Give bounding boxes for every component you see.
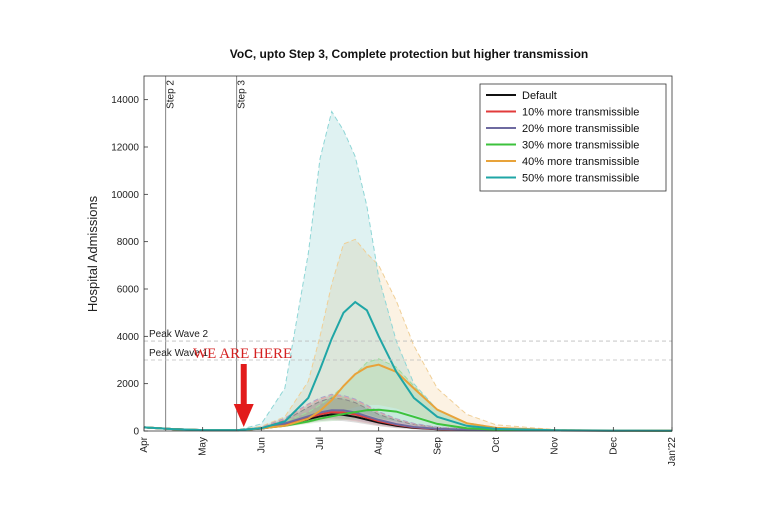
y-tick-label-5: 10000 <box>111 190 139 201</box>
band-series-2 <box>144 394 672 431</box>
step-label-0: Step 2 <box>166 80 177 109</box>
legend-label-2: 20% more transmissible <box>522 123 639 135</box>
band-series-0 <box>144 397 672 431</box>
band-series-1 <box>144 395 672 431</box>
x-tick-label-0: Apr <box>139 436 150 452</box>
x-tick-label-5: Sep <box>432 437 443 455</box>
line-series-5 <box>143 300 673 432</box>
y-tick-label-0: 0 <box>133 427 139 438</box>
we-are-here-annotation: WE ARE HERE <box>193 346 292 427</box>
y-tick-label-3: 6000 <box>117 285 140 296</box>
x-tick-label-7: Nov <box>550 437 561 455</box>
x-tick-label-2: Jun <box>256 437 267 453</box>
legend: Default 10% more transmissible 20% more tr… <box>479 83 667 192</box>
legend-label-5: 50% more transmissible <box>522 173 639 185</box>
x-tick-label-1: May <box>198 437 209 456</box>
band-series-3 <box>144 358 672 431</box>
band-series-4 <box>144 239 672 431</box>
we-are-here-arrow-shaft <box>240 364 247 406</box>
upper-line-series-4 <box>143 238 673 432</box>
x-tick-label-3: Jul <box>315 437 326 450</box>
reference-lines: Step 2 Step 3 Peak Wave 2 Peak Wave 1 <box>144 76 672 431</box>
step-label-1: Step 3 <box>237 80 248 109</box>
y-tick-label-4: 8000 <box>117 237 140 248</box>
y-tick-label-7: 14000 <box>111 95 139 106</box>
chart-title: VoC, upto Step 3, Complete protection bu… <box>230 47 588 61</box>
legend-label-0: Default <box>522 90 557 102</box>
y-tick-label-2: 4000 <box>117 332 140 343</box>
peak-label-0: Peak Wave 2 <box>149 329 209 340</box>
peak-label-1: Peak Wave 1 <box>149 348 209 359</box>
we-are-here-arrow-head <box>233 404 254 427</box>
y-axis-ticks: 0 2000 4000 6000 8000 10000 12000 14000 <box>111 95 148 438</box>
x-tick-label-9: Jan'22 <box>667 437 678 467</box>
y-axis-label: Hospital Admissions <box>85 195 100 312</box>
upper-line-series-5 <box>143 110 673 432</box>
legend-label-1: 10% more transmissible <box>522 107 639 119</box>
confidence-bands <box>144 111 672 431</box>
x-tick-label-4: Aug <box>374 437 385 455</box>
plot-frame <box>143 75 673 432</box>
legend-label-3: 30% more transmissible <box>522 140 639 152</box>
legend-box <box>479 83 667 192</box>
x-axis-ticks: Apr May Jun Jul Aug Sep Oct Nov Dec Jan'22 <box>139 427 678 466</box>
x-tick-label-6: Oct <box>491 437 502 453</box>
y-tick-label-6: 12000 <box>111 143 139 154</box>
we-are-here-label: WE ARE HERE <box>193 346 292 362</box>
legend-label-4: 40% more transmissible <box>522 156 639 168</box>
x-tick-label-8: Dec <box>608 437 619 455</box>
series-lines <box>143 300 673 432</box>
y-tick-label-1: 2000 <box>117 379 140 390</box>
